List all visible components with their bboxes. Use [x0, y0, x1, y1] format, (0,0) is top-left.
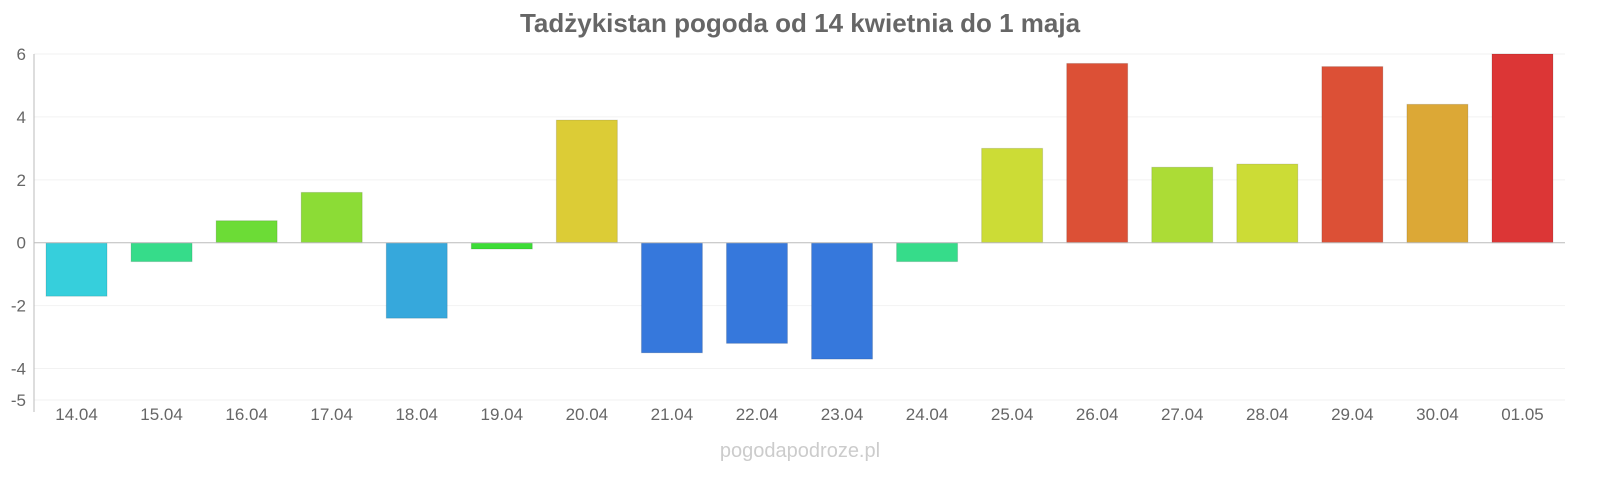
bar-18.04 — [385, 242, 448, 319]
bar-27.04 — [1151, 166, 1214, 244]
y-tick-label: 0 — [17, 234, 26, 253]
x-tick-label: 26.04 — [1076, 405, 1119, 424]
y-tick-label: 2 — [17, 171, 26, 190]
bar-15.04 — [130, 242, 193, 263]
bar-29.04 — [1321, 66, 1384, 244]
x-tick-label: 01.05 — [1501, 405, 1544, 424]
bar-25.04 — [981, 147, 1044, 244]
bar-23.04 — [811, 242, 874, 360]
bar-22.04 — [725, 242, 788, 344]
bar-01.05 — [1491, 53, 1554, 244]
bar-16.04 — [215, 220, 278, 244]
bar-30.04 — [1406, 103, 1469, 244]
x-tick-label: 14.04 — [55, 405, 98, 424]
x-tick-label: 23.04 — [821, 405, 864, 424]
bar-24.04 — [896, 242, 959, 263]
y-tick-label: -2 — [11, 297, 26, 316]
x-tick-label: 21.04 — [651, 405, 694, 424]
x-tick-label: 28.04 — [1246, 405, 1289, 424]
x-tick-label: 29.04 — [1331, 405, 1374, 424]
x-tick-label: 18.04 — [395, 405, 438, 424]
x-tick-label: 22.04 — [736, 405, 779, 424]
x-tick-label: 16.04 — [225, 405, 268, 424]
chart-title: Tadżykistan pogoda od 14 kwietnia do 1 m… — [519, 8, 1081, 38]
bar-26.04 — [1066, 62, 1129, 244]
bar-20.04 — [555, 119, 618, 244]
bar-19.04 — [470, 242, 533, 250]
bar-14.04 — [45, 242, 108, 297]
x-tick-label: 27.04 — [1161, 405, 1204, 424]
bar-17.04 — [300, 191, 363, 244]
x-tick-label: 24.04 — [906, 405, 949, 424]
y-tick-label: 4 — [17, 108, 26, 127]
x-tick-label: 17.04 — [310, 405, 353, 424]
bar-28.04 — [1236, 163, 1299, 244]
x-tick-label: 30.04 — [1416, 405, 1459, 424]
y-tick-label: -5 — [11, 391, 26, 410]
site-credit: pogodapodroze.pl — [719, 440, 881, 462]
x-tick-label: 15.04 — [140, 405, 183, 424]
x-tick-label: 20.04 — [566, 405, 609, 424]
x-tick-label: 25.04 — [991, 405, 1034, 424]
x-tick-label: 19.04 — [481, 405, 524, 424]
y-tick-label: -4 — [11, 360, 26, 379]
y-tick-label: 6 — [17, 45, 26, 64]
bar-21.04 — [640, 242, 703, 354]
